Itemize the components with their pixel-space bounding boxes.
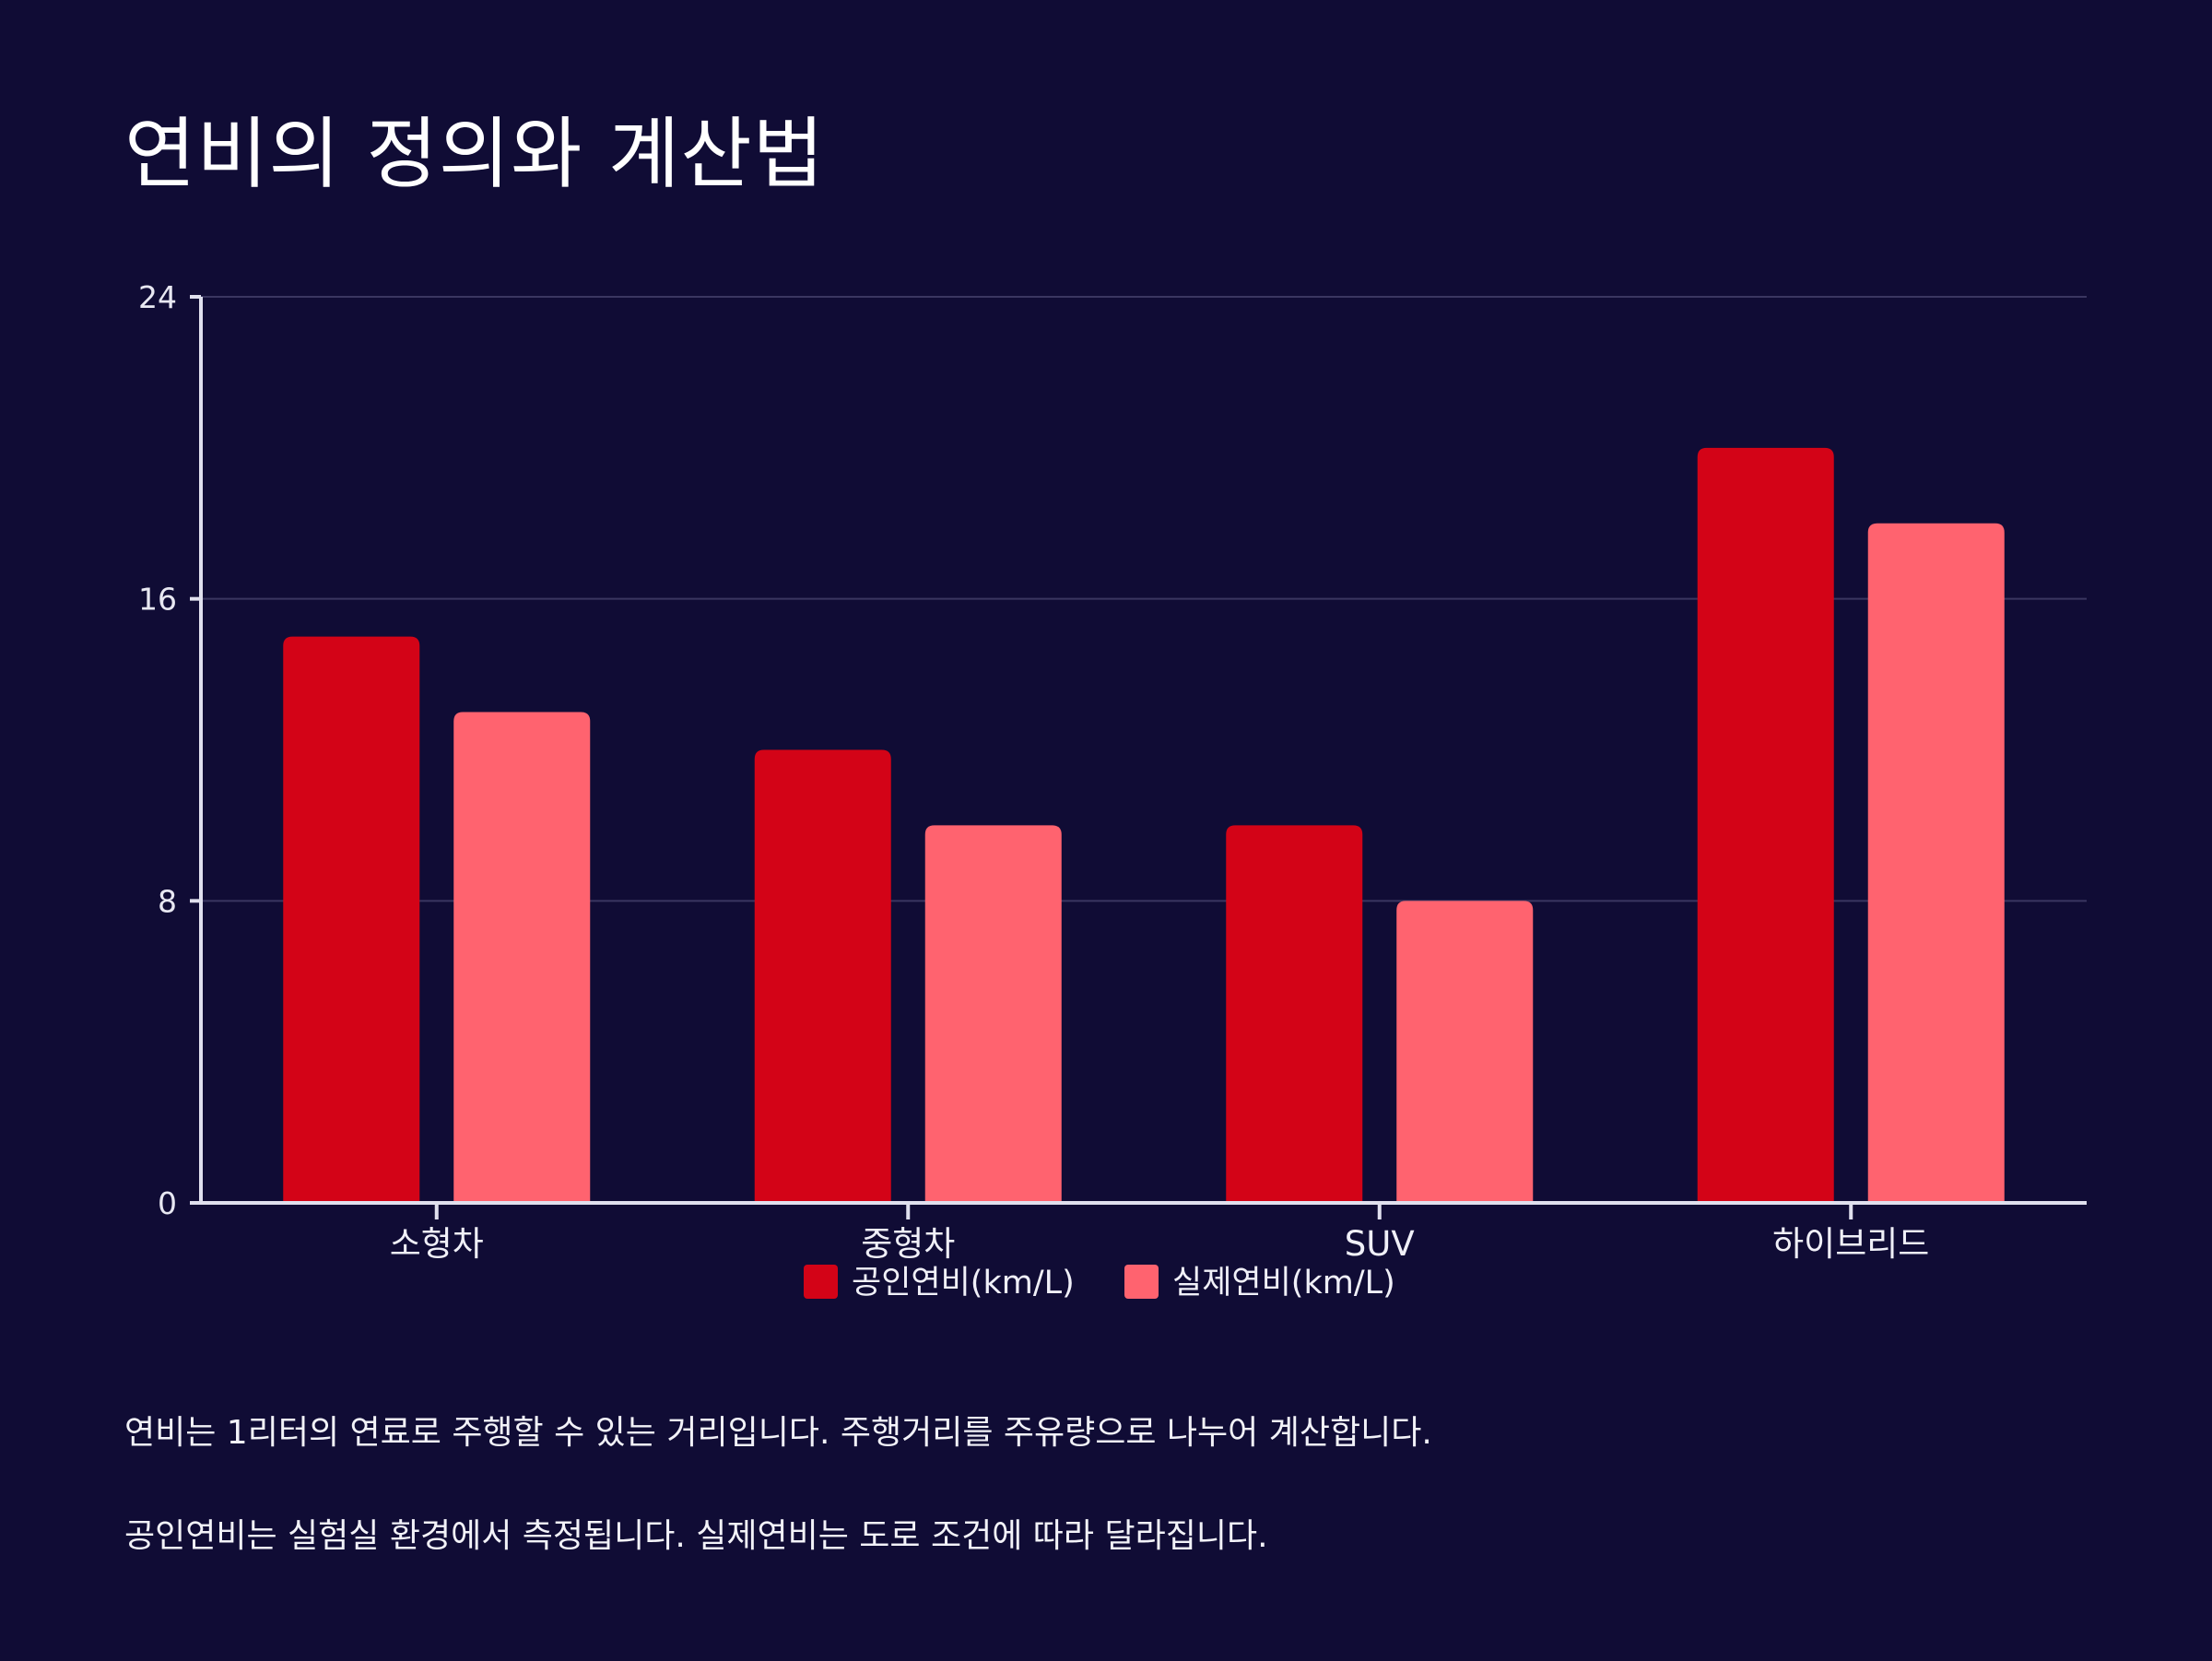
description: 연비는 1리터의 연료로 주행할 수 있는 거리입니다. 주행거리를 주유량으로… [124, 1406, 1432, 1612]
bar-official [283, 636, 420, 1203]
bar-actual [1396, 901, 1534, 1203]
legend-label: 공인연비(km/L) [852, 1265, 1075, 1302]
legend: 공인연비(km/L) 실제연비(km/L) [804, 1265, 1395, 1302]
x-tick-label: 하이브리드 [1772, 1224, 1929, 1264]
y-tick-label: 16 [138, 582, 177, 618]
bar-official [1697, 447, 1834, 1203]
bar-actual [1867, 523, 2005, 1203]
y-tick-label: 24 [138, 279, 177, 315]
bars [283, 447, 2005, 1203]
bar-official [754, 749, 891, 1203]
x-tick-label: SUV [1345, 1224, 1415, 1264]
x-tick-label: 소형차 [390, 1224, 484, 1264]
bar-official [1226, 825, 1363, 1203]
bar-actual [453, 712, 591, 1203]
note-measurement: 공인연비는 실험실 환경에서 측정됩니다. 실제연비는 도로 조건에 따라 달라… [124, 1517, 1268, 1555]
bar-actual [924, 825, 1062, 1203]
note-definition: 연비는 1리터의 연료로 주행할 수 있는 거리입니다. 주행거리를 주유량으로… [124, 1414, 1432, 1452]
y-tick-label: 0 [158, 1185, 177, 1221]
legend-swatch [1124, 1265, 1159, 1299]
bar-chart: 0 8 16 24 소형차 중형차 SUV 하이브리드 공인연비(km/L) 실제연비(km/L… [138, 279, 2087, 1302]
axes [190, 295, 2087, 1219]
legend-swatch [804, 1265, 838, 1299]
x-tick-label: 중형차 [861, 1224, 955, 1264]
legend-label: 실제연비(km/L) [1172, 1265, 1395, 1302]
axis-labels: 0 8 16 24 소형차 중형차 SUV 하이브리드 [138, 279, 1929, 1264]
chart-title: 연비의 정의와 계산법 [124, 109, 825, 199]
y-tick-label: 8 [158, 883, 177, 919]
